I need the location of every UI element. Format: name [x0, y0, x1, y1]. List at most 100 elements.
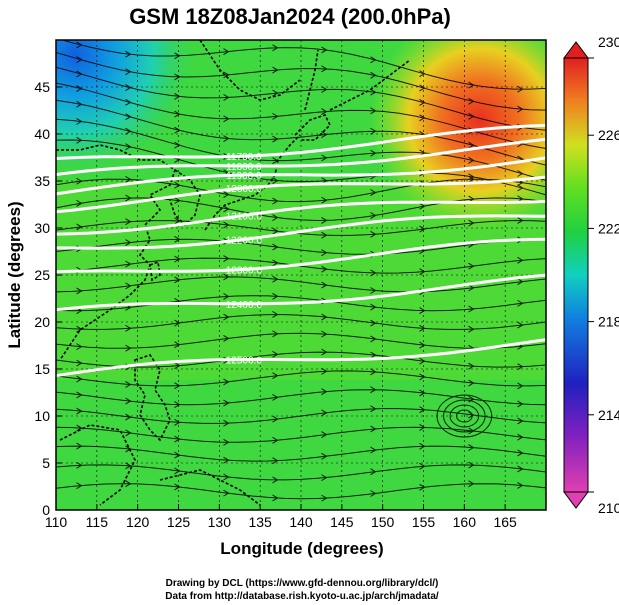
streamline-arrow [125, 194, 132, 202]
streamline-arrow [321, 249, 328, 257]
credit-data: Data from http://database.rish.kyoto-u.a… [165, 591, 439, 602]
streamline-arrow [517, 449, 524, 457]
streamline-arrow [370, 107, 377, 115]
streamline-arrow [419, 406, 426, 414]
streamline-arrow [468, 395, 475, 403]
streamline-arrow [223, 255, 230, 262]
streamline-arrow [468, 156, 475, 164]
streamline-arrow [321, 46, 328, 54]
streamline-arrow [370, 490, 377, 497]
height-contour-line [56, 123, 546, 161]
streamline [56, 139, 546, 196]
streamline-arrow [223, 456, 230, 464]
streamline-arrow [468, 219, 475, 227]
streamline-arrow [125, 462, 132, 470]
streamline-arrow [174, 197, 181, 204]
x-tick-label: 155 [412, 514, 436, 530]
streamline-arrow [370, 189, 377, 197]
contour-labels: 12500.0 12400.0 12300.0 12200.0 12100.0 12000… [226, 152, 263, 366]
streamline-arrow [468, 262, 475, 270]
coast-korea [169, 169, 201, 227]
streamline-arrow [174, 141, 181, 149]
streamline-arrow [468, 305, 475, 313]
streamline-arrow [517, 184, 524, 192]
streamline-vortex [456, 409, 473, 423]
chart-title: GSM 18Z08Jan2024 (200.0hPa) [129, 4, 451, 29]
streamline-arrow [272, 157, 279, 165]
streamline-arrow [76, 136, 83, 144]
streamline-arrow [223, 221, 230, 229]
streamline-arrow [321, 154, 328, 162]
streamline-arrow [468, 461, 475, 469]
contour-label: 12100.0 [226, 211, 263, 222]
streamline-arrow [76, 482, 83, 490]
streamline-arrow [174, 52, 181, 60]
contour-label: 12000.0 [226, 184, 263, 195]
streamline-arrow [223, 378, 230, 386]
coast-borneo [59, 424, 136, 506]
streamline-arrow [272, 259, 279, 267]
height-contour-line [56, 338, 546, 378]
streamline [56, 257, 546, 274]
streamline-arrow [272, 393, 279, 401]
streamline-arrow [125, 397, 132, 405]
streamline-arrow [468, 411, 475, 419]
coast-hokkaido [294, 114, 331, 141]
streamline-vortex [436, 394, 493, 438]
streamline [56, 220, 546, 236]
streamline-arrow [517, 105, 524, 113]
streamline-arrow [174, 73, 181, 81]
streamline-arrow [272, 227, 279, 235]
streamline-arrow [321, 313, 328, 321]
streamline-arrow [174, 435, 181, 443]
streamline-arrow [468, 325, 475, 333]
streamline-arrow [125, 84, 132, 91]
height-contour-line [56, 199, 546, 236]
streamline-arrow [321, 494, 328, 502]
streamline-arrow [419, 114, 426, 122]
streamline-arrow [76, 407, 83, 415]
height-contour-line [56, 175, 546, 214]
streamline-arrow [125, 282, 132, 290]
streamline-arrow [321, 281, 328, 289]
streamline-arrow [370, 303, 377, 311]
streamline-arrow [419, 268, 426, 276]
coast-sakhalin-kurils [304, 49, 411, 111]
streamline [56, 445, 546, 462]
streamline-arrow [370, 71, 377, 79]
x-tick-label: 130 [208, 514, 232, 530]
streamline-arrow [272, 415, 279, 423]
streamline-arrow [419, 84, 426, 92]
streamline-arrow [517, 400, 524, 408]
coast-new-guinea [159, 469, 261, 506]
streamline-arrow [321, 330, 328, 338]
streamline-arrow [419, 373, 426, 381]
streamline-arrow [321, 196, 328, 204]
streamline-arrow [272, 311, 279, 318]
streamline-arrow [174, 126, 181, 134]
colorbar-tick-label: 226 [598, 127, 619, 143]
coast-asia-mainland [56, 144, 176, 361]
streamline [56, 426, 546, 443]
streamline-arrow [125, 98, 132, 106]
streamline-arrow [468, 112, 475, 120]
streamline-arrow [468, 379, 475, 387]
streamline-arrow [370, 335, 377, 343]
streamline-arrow [419, 324, 426, 332]
plot-area: 12500.0 12400.0 12300.0 12200.0 12100.0 12000… [56, 40, 546, 510]
streamline-arrow [76, 343, 83, 351]
streamline [56, 483, 546, 500]
streamline-arrow [76, 41, 83, 49]
streamline-arrow [76, 325, 83, 333]
streamline-arrow [517, 299, 524, 307]
streamline-arrow [370, 88, 377, 96]
streamline-arrow [223, 313, 230, 321]
streamline [56, 389, 546, 406]
streamline-arrow [125, 68, 132, 76]
streamline-arrow [272, 330, 279, 338]
streamline-arrow [76, 70, 83, 78]
streamline-arrow [76, 287, 83, 295]
streamline-arrow [517, 481, 524, 489]
streamline-arrow [419, 70, 426, 78]
streamline [60, 40, 546, 90]
